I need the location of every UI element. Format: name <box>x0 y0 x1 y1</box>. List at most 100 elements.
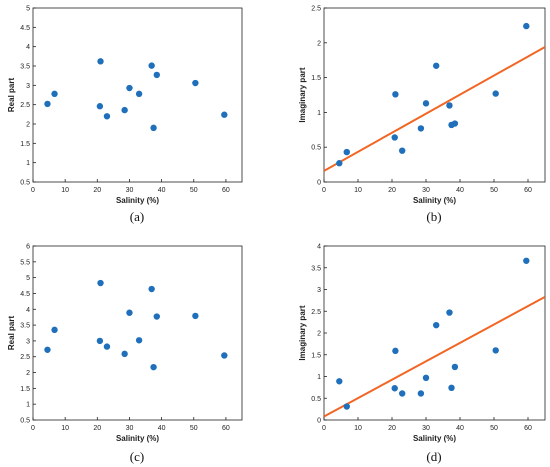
y-tick-label: 4.5 <box>20 291 30 298</box>
x-tick-label: 0 <box>31 425 35 432</box>
y-tick-label: 0 <box>317 180 321 187</box>
y-tick-label: 5 <box>26 275 30 282</box>
y-tick-label: 2 <box>317 331 321 338</box>
data-point <box>391 385 398 392</box>
regression-line <box>324 296 545 418</box>
y-tick-label: 2 <box>317 40 321 47</box>
plot-frame <box>323 7 546 183</box>
y-tick-label: 3 <box>317 287 321 294</box>
data-point <box>343 148 350 156</box>
data-point <box>148 62 155 69</box>
data-point <box>221 352 228 359</box>
y-tick-label: 5.5 <box>20 259 30 266</box>
data-point <box>446 102 453 109</box>
data-point <box>399 147 406 154</box>
data-point <box>523 257 530 264</box>
y-axis-label: Real part <box>7 316 16 351</box>
data-point <box>399 390 406 397</box>
data-point <box>343 403 350 410</box>
x-tick-label: 60 <box>222 425 230 432</box>
y-tick-label: 6 <box>26 244 30 251</box>
x-tick-label: 30 <box>422 425 430 432</box>
x-axis-label: Salinity (%) <box>116 196 159 205</box>
x-tick-label: 40 <box>158 425 166 432</box>
data-point <box>336 378 343 385</box>
data-point <box>148 285 155 293</box>
y-axis-label: Imaginary part <box>298 67 307 122</box>
data-point <box>192 312 199 320</box>
y-tick-label: 0.5 <box>20 418 30 425</box>
data-point <box>392 347 399 355</box>
x-tick-label: 10 <box>61 187 69 194</box>
panel-caption: (d) <box>426 449 441 464</box>
x-tick-label: 30 <box>126 425 134 432</box>
data-point <box>135 90 143 98</box>
data-point <box>103 113 111 120</box>
data-point <box>417 125 425 132</box>
y-tick-label: 0.5 <box>311 396 321 403</box>
y-tick-label: 2 <box>26 370 30 377</box>
y-tick-label: 1 <box>317 374 321 381</box>
data-point <box>492 347 499 354</box>
x-axis-label: Salinity (%) <box>413 196 456 205</box>
data-point <box>422 100 430 107</box>
x-tick-label: 60 <box>524 187 532 194</box>
x-tick-label: 30 <box>126 187 134 194</box>
y-axis-label: Imaginary part <box>298 305 307 360</box>
x-tick-label: 50 <box>190 187 198 194</box>
data-point <box>97 58 104 65</box>
y-tick-label: 4.5 <box>20 25 30 32</box>
y-tick-label: 1 <box>317 110 321 117</box>
data-point <box>392 91 399 98</box>
x-tick-label: 40 <box>456 187 464 194</box>
x-tick-label: 50 <box>190 425 198 432</box>
chart-panel-2: 0 10 20 30 40 50 60 0 0.5 1 1.5 2 2.5 Salinity (%) Ima… <box>298 6 546 224</box>
x-tick-label: 0 <box>322 425 326 432</box>
x-tick-label: 10 <box>354 425 362 432</box>
x-tick-label: 20 <box>93 425 101 432</box>
data-point <box>451 363 459 371</box>
data-point <box>103 343 111 350</box>
plot-frame <box>32 7 243 183</box>
x-tick-label: 40 <box>158 187 166 194</box>
panel-caption: (a) <box>130 209 144 224</box>
plot-frame <box>323 245 546 421</box>
panel-caption: (b) <box>426 209 441 224</box>
x-tick-label: 20 <box>388 425 396 432</box>
data-point <box>135 337 143 344</box>
data-point <box>192 79 199 87</box>
y-tick-label: 1.5 <box>311 75 321 82</box>
y-axis-label: Real part <box>7 78 16 113</box>
data-point <box>417 390 425 397</box>
data-point <box>150 124 157 132</box>
data-point <box>44 100 51 108</box>
y-tick-label: 4 <box>26 44 30 51</box>
y-tick-label: 4 <box>317 244 321 251</box>
y-tick-label: 1 <box>26 160 30 167</box>
y-tick-label: 0.5 <box>20 180 30 187</box>
x-tick-label: 20 <box>388 187 396 194</box>
x-tick-label: 0 <box>31 187 35 194</box>
y-tick-label: 2.5 <box>311 309 321 316</box>
x-tick-label: 60 <box>524 425 532 432</box>
data-point <box>153 313 160 320</box>
x-tick-label: 50 <box>490 425 498 432</box>
chart-panel-4: 0 10 20 30 40 50 60 0 0.5 1 1.5 2 2.5 3 3.5 4 Salinity (… <box>298 244 546 464</box>
data-point <box>51 90 58 98</box>
x-axis-label: Salinity (%) <box>116 434 159 443</box>
y-tick-label: 1.5 <box>311 352 321 359</box>
data-point <box>448 384 455 392</box>
y-tick-label: 3.5 <box>20 323 30 330</box>
y-tick-label: 2.5 <box>20 354 30 361</box>
y-tick-label: 4 <box>26 307 30 314</box>
y-tick-label: 1 <box>26 402 30 409</box>
data-point <box>150 363 157 371</box>
data-point <box>336 160 343 167</box>
data-point <box>451 120 459 127</box>
data-point <box>433 321 440 329</box>
y-tick-label: 5 <box>26 6 30 13</box>
x-tick-label: 0 <box>322 187 326 194</box>
data-point <box>492 90 499 97</box>
y-tick-label: 2.5 <box>20 102 30 109</box>
